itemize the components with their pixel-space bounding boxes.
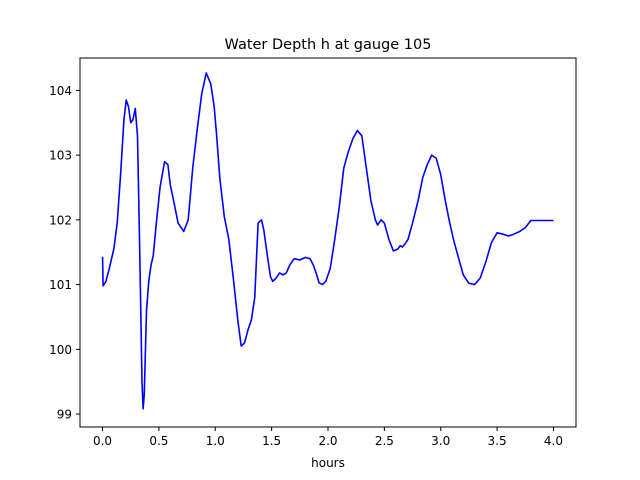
- x-tick-label: 3.0: [431, 434, 450, 448]
- chart-title: Water Depth h at gauge 105: [225, 37, 432, 53]
- y-tick-label: 101: [49, 278, 72, 292]
- plot-background: [80, 58, 576, 427]
- y-tick-label: 104: [49, 84, 72, 98]
- x-tick-label: 3.5: [488, 434, 507, 448]
- x-tick-label: 0.5: [149, 434, 168, 448]
- y-tick-label: 103: [49, 149, 72, 163]
- x-tick-label: 4.0: [544, 434, 563, 448]
- x-axis-label: hours: [311, 456, 345, 470]
- y-tick-label: 100: [49, 343, 72, 357]
- y-tick-label: 102: [49, 213, 72, 227]
- series-line: [101, 72, 554, 410]
- y-tick-label: 99: [57, 408, 72, 422]
- x-tick-label: 0.0: [93, 434, 112, 448]
- x-tick-label: 1.0: [206, 434, 225, 448]
- x-axis: 0.0 0.5 1.0 1.5 2.0 2.5 3.0 3.5 4.0: [93, 427, 563, 448]
- y-axis: 99 100 101 102 103 104: [49, 84, 80, 422]
- x-tick-label: 2.5: [375, 434, 394, 448]
- x-tick-label: 2.0: [318, 434, 337, 448]
- x-tick-label: 1.5: [262, 434, 281, 448]
- series-layer: [101, 72, 554, 410]
